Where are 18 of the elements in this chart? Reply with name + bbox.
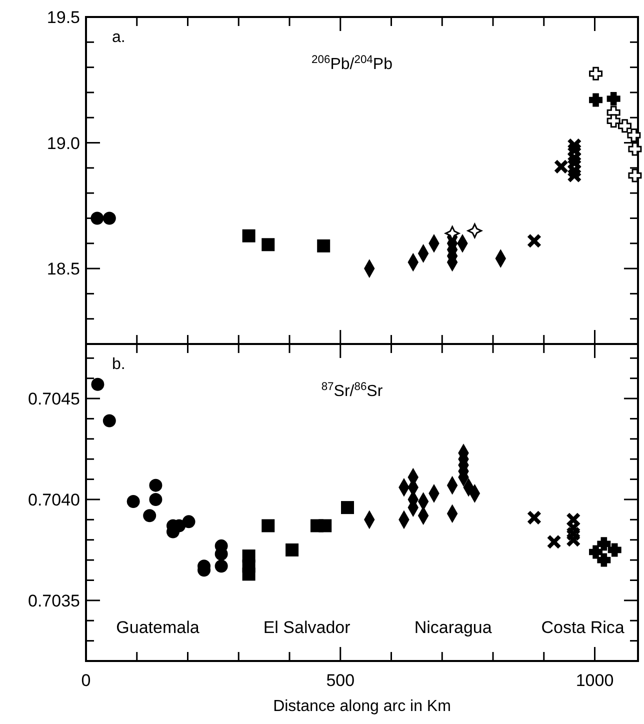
annotation: Costa Rica <box>541 618 625 637</box>
y-tick-label: 18.5 <box>46 260 80 279</box>
text: $^{87}$Sr/$^{86}$Sr <box>321 381 384 400</box>
y-tick-label: 0.7035 <box>28 591 80 610</box>
annotation: El Salvador <box>263 618 351 637</box>
y-tick-label: 0.7040 <box>28 490 80 510</box>
annotation: Nicaragua <box>414 618 492 637</box>
y-tick-label: 0.7045 <box>28 390 80 409</box>
annotation: a. <box>112 29 126 46</box>
annotation: b. <box>112 356 126 373</box>
text: $^{206}$Pb/$^{204}$Pb <box>312 54 393 73</box>
annotation: Guatemala <box>116 618 200 637</box>
y-tick-label: 19.0 <box>46 134 80 153</box>
x-tick-label: 0 <box>81 671 91 690</box>
y-tick-label: 19.5 <box>46 8 80 27</box>
x-axis-title: Distance along arc in Km <box>273 698 451 715</box>
x-tick-label: 1000 <box>576 671 614 690</box>
x-tick-label: 500 <box>326 671 355 690</box>
